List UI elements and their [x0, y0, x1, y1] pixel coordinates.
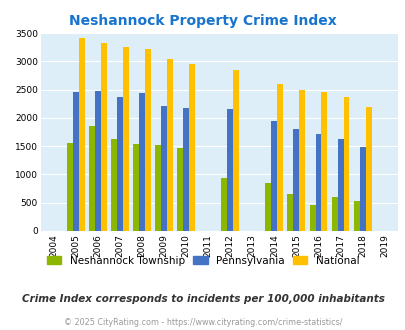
- Bar: [321, 92, 326, 231]
- Bar: [227, 109, 232, 231]
- Bar: [133, 144, 139, 231]
- Bar: [183, 108, 189, 231]
- Bar: [155, 145, 161, 231]
- Bar: [364, 107, 371, 231]
- Bar: [298, 90, 305, 231]
- Bar: [359, 147, 364, 231]
- Bar: [343, 97, 349, 231]
- Bar: [79, 38, 85, 231]
- Legend: Neshannock Township, Pennsylvania, National: Neshannock Township, Pennsylvania, Natio…: [43, 252, 362, 269]
- Bar: [221, 178, 227, 231]
- Bar: [189, 64, 195, 231]
- Bar: [67, 143, 73, 231]
- Bar: [145, 50, 151, 231]
- Bar: [331, 197, 337, 231]
- Bar: [337, 139, 343, 231]
- Bar: [287, 194, 293, 231]
- Bar: [89, 126, 95, 231]
- Bar: [139, 93, 145, 231]
- Text: Crime Index corresponds to incidents per 100,000 inhabitants: Crime Index corresponds to incidents per…: [21, 294, 384, 304]
- Text: © 2025 CityRating.com - https://www.cityrating.com/crime-statistics/: © 2025 CityRating.com - https://www.city…: [64, 318, 341, 327]
- Text: Neshannock Property Crime Index: Neshannock Property Crime Index: [69, 15, 336, 28]
- Bar: [177, 148, 183, 231]
- Bar: [95, 91, 101, 231]
- Bar: [101, 43, 107, 231]
- Bar: [123, 47, 129, 231]
- Bar: [73, 92, 79, 231]
- Bar: [315, 134, 321, 231]
- Bar: [161, 106, 167, 231]
- Bar: [167, 59, 173, 231]
- Bar: [293, 129, 298, 231]
- Bar: [117, 97, 123, 231]
- Bar: [265, 183, 271, 231]
- Bar: [353, 201, 359, 231]
- Bar: [271, 121, 277, 231]
- Bar: [232, 70, 239, 231]
- Bar: [277, 84, 283, 231]
- Bar: [309, 205, 315, 231]
- Bar: [111, 139, 117, 231]
